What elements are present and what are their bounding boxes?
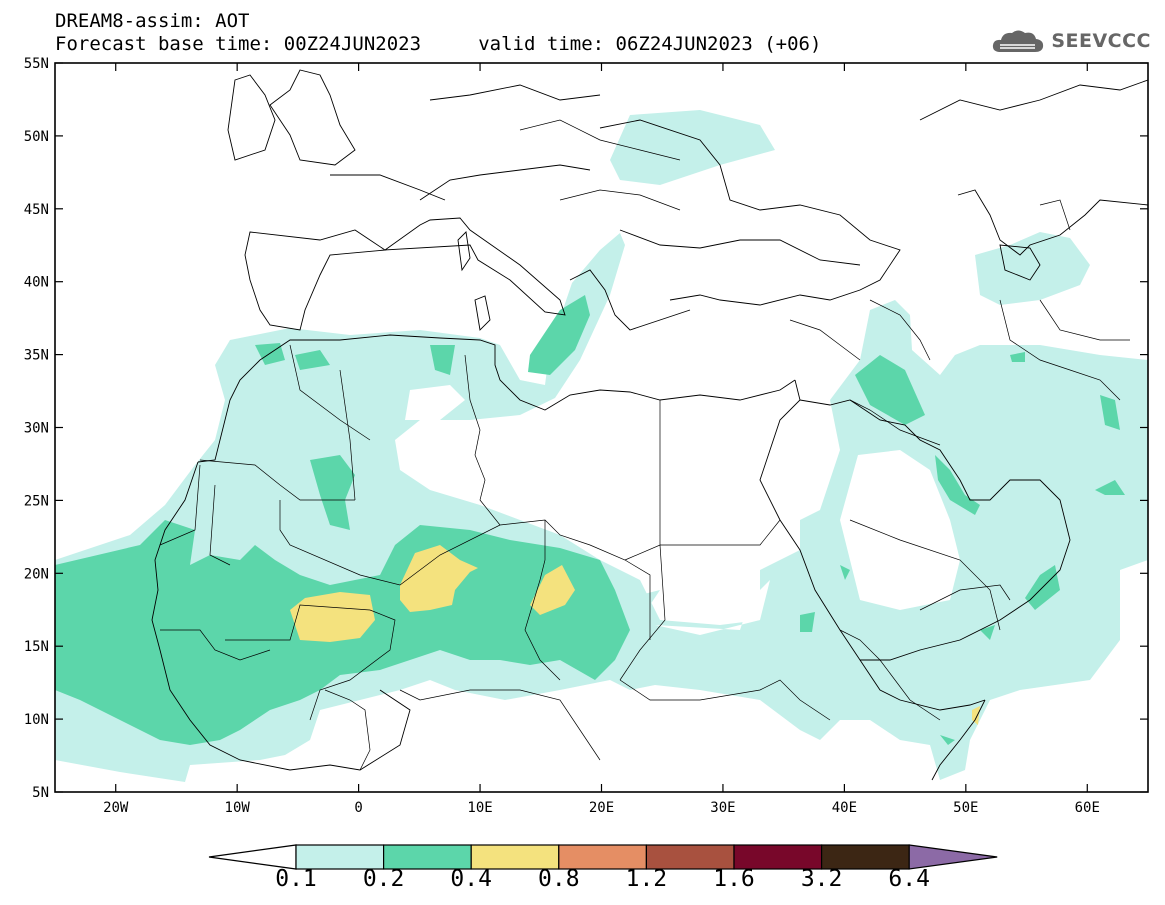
country-borders: [159, 119, 1130, 771]
lon-label: 20W: [103, 800, 129, 816]
lon-label: 60E: [1075, 800, 1100, 816]
colorbar-label: 1.2: [625, 866, 668, 892]
colorbar-label: 0.2: [362, 866, 405, 892]
lon-label: 10E: [467, 800, 492, 816]
cloud-logo-icon: [993, 30, 1044, 52]
colorbar-label: 0.1: [275, 866, 317, 892]
seevccc-logo: SEEVCCC: [991, 26, 1151, 56]
lat-label: 5N: [32, 785, 49, 801]
aot-clear-areas: [405, 385, 960, 635]
colorbar-segment: [470, 844, 560, 870]
map-title: DREAM8-assim: AOT: [55, 10, 250, 32]
lat-label: 35N: [24, 348, 49, 364]
colorbar-label: 3.2: [800, 866, 843, 892]
axis-ticks: 55N 50N 45N 40N 35N 30N 25N 20N 15N 10N 5N 20W 10W 0 1…: [24, 56, 1148, 816]
lat-label: 45N: [24, 202, 49, 218]
aot-contour-0.4: [290, 545, 980, 725]
colorbar-label: 0.8: [538, 866, 580, 892]
colorbar-segment: [295, 844, 385, 870]
colorbar-segments: [295, 844, 998, 870]
forecast-time-subtitle: Forecast base time: 00Z24JUN2023 valid t…: [55, 33, 822, 55]
lat-label: 30N: [24, 421, 49, 437]
colorbar-segment: [383, 844, 472, 870]
aot-field: [55, 110, 1148, 782]
lon-label: 30E: [710, 800, 735, 816]
lat-label: 25N: [24, 493, 49, 509]
lat-label: 50N: [24, 129, 49, 145]
lat-label: 10N: [24, 712, 49, 728]
lon-label: 0: [354, 800, 362, 816]
lat-label: 20N: [24, 566, 49, 582]
lon-label: 50E: [953, 800, 978, 816]
lon-label: 20E: [589, 800, 614, 816]
colorbar-over-arrow: [908, 844, 998, 870]
lon-label: 10W: [225, 800, 251, 816]
lat-label: 15N: [24, 639, 49, 655]
lat-label: 40N: [24, 275, 49, 291]
colorbar-segment: [820, 844, 910, 870]
coastlines: [151, 69, 1148, 781]
colorbar: [208, 844, 998, 870]
logo-text: SEEVCCC: [1051, 30, 1151, 52]
lat-label: 55N: [24, 56, 49, 72]
colorbar-label: 6.4: [888, 866, 930, 892]
colorbar-label: 0.4: [450, 866, 492, 892]
colorbar-label: 1.6: [713, 866, 755, 892]
colorbar-segment: [558, 844, 647, 870]
lon-label: 40E: [832, 800, 857, 816]
